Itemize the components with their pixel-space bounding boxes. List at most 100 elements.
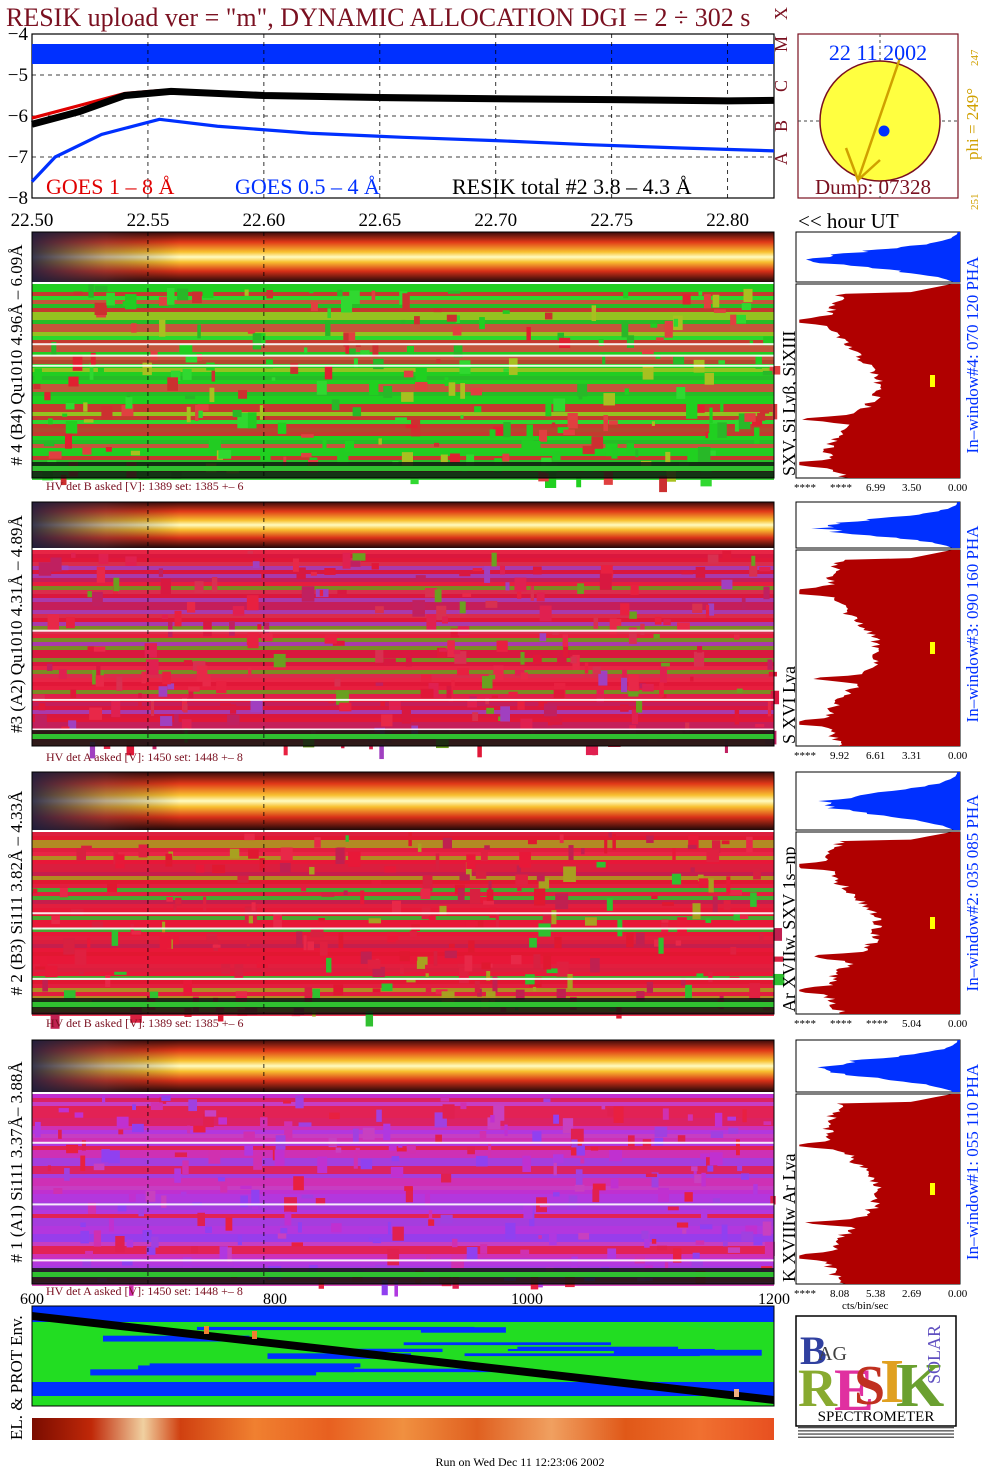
spectrum-marker [930, 375, 935, 387]
spectrogram-pixel [685, 984, 692, 1001]
spectrogram-pixel [636, 991, 645, 1001]
spectrogram-row [32, 404, 774, 408]
spectrogram-pixel [699, 1224, 713, 1230]
spectrogram-pixel [592, 1189, 600, 1203]
spectrogram-pixel [696, 973, 704, 980]
spectrogram-pixel [729, 889, 743, 896]
panel-window-label: In–window#1: 055 110 PHA [963, 1063, 982, 1260]
spectrogram-row [32, 408, 774, 412]
spectrogram-pixel [425, 985, 432, 996]
spectrogram-row [32, 626, 774, 630]
spectrogram-pixel [472, 712, 479, 722]
spectrogram-pixel [533, 954, 541, 969]
spectrogram-pixel [434, 589, 442, 603]
spectrogram-pixel [174, 714, 179, 723]
spectrogram-pixel [248, 915, 253, 924]
spectrogram-row [32, 1246, 774, 1250]
spectrogram-pixel [422, 875, 433, 892]
goes-class-a: A [771, 152, 791, 165]
spectrogram-pixel [692, 603, 703, 614]
spectrogram-pixel [459, 360, 471, 374]
spectrogram-row [32, 848, 774, 852]
spectrogram-pixel [556, 961, 569, 977]
spectrogram-pixel [159, 932, 172, 949]
spectrogram-pixel [538, 923, 551, 937]
spectrogram-pixel [659, 682, 664, 698]
spectrogram-pixel [542, 914, 554, 925]
spectrogram-row [32, 988, 774, 992]
spectrogram-pixel [283, 456, 287, 467]
spectrogram-pixel [316, 380, 327, 395]
spectrogram-pixel [474, 980, 480, 993]
spectrogram-pixel [539, 605, 552, 622]
spectrogram-pixel [391, 900, 402, 913]
env-marker-2 [252, 1331, 257, 1339]
spectrogram-pixel [82, 1258, 92, 1271]
spectrogram-row [32, 948, 774, 952]
spectrogram-pixel [253, 1155, 263, 1170]
spectrogram-pixel [121, 405, 134, 417]
spectrogram-pixel [303, 935, 307, 951]
spectrogram-row [32, 670, 774, 674]
spectrogram-pixel [93, 1163, 105, 1171]
spectrogram-pixel [130, 450, 141, 456]
spectrogram-pixel [711, 840, 721, 854]
resik-logo: B AG R E S I K SOLAR SPECTROMETER [795, 1315, 957, 1438]
spectrogram-pixel [78, 970, 84, 975]
env-marker-1 [204, 1326, 209, 1334]
spectrogram-pixel [690, 676, 694, 682]
spectrum-tick-label: **** [794, 750, 816, 762]
pha-histogram [811, 502, 960, 548]
spectrogram-pixel [741, 1231, 754, 1242]
spectrogram-pixel [174, 1168, 181, 1183]
x-axis-label: << hour UT [798, 209, 899, 233]
spectrogram-pixel [628, 627, 637, 644]
spectrogram-pixel [352, 1128, 359, 1142]
detector-panel-1: # 1 (A1) Si111 3.37Å– 3.88Å K XVIIIw Ar L… [7, 1039, 982, 1312]
spectrogram-pixel [345, 440, 355, 453]
spectrogram-pixel [72, 354, 83, 371]
spectrogram-pixel [319, 941, 328, 956]
spectrogram-pixel [80, 1230, 90, 1244]
spectrogram-row [32, 1190, 774, 1194]
spectrogram-pixel [527, 838, 537, 845]
panel-frame [31, 501, 775, 747]
spectrogram-pixel [556, 988, 566, 999]
env-stripe [90, 1369, 317, 1376]
spectrogram-pixel [260, 450, 271, 461]
spectrogram-pixel [709, 407, 713, 424]
spectrogram-pixel [388, 1145, 397, 1151]
spectrogram-pixel [395, 417, 407, 424]
spectrogram-pixel [412, 600, 425, 617]
spectrogram-pixel [457, 963, 465, 967]
spectrogram-pixel [92, 591, 103, 607]
spectrum-marker [930, 917, 935, 929]
spectrogram-pixel [212, 944, 221, 948]
spectrogram-pixel [651, 1238, 657, 1244]
spectrogram-pixel [170, 370, 181, 381]
spectrogram-pixel [555, 893, 569, 910]
spectrogram-pixel [403, 370, 414, 378]
spectrogram-pixel [598, 670, 608, 686]
spectrogram-pixel [160, 578, 171, 595]
spectrogram-pixel [538, 429, 548, 442]
spectrogram-pixel [459, 874, 470, 881]
spectrogram-pixel [773, 928, 783, 941]
spectrogram-pixel [283, 745, 288, 756]
spectrogram-pixel [664, 320, 673, 338]
spectrogram-pixel [763, 336, 775, 346]
spectrogram-row [32, 662, 774, 666]
spectrogram-pixel [47, 614, 60, 631]
spectrogram-pixel [677, 917, 687, 933]
logo-i: I [880, 1348, 904, 1416]
spectrogram-pixel [453, 649, 461, 655]
spectrogram-pixel [454, 651, 467, 664]
spectrogram-pixel [646, 981, 653, 993]
spectrogram-pixel [733, 634, 740, 640]
spectrogram-pixel [159, 296, 169, 306]
spectrogram-pixel [141, 671, 146, 684]
spectrogram-pixel [381, 983, 393, 992]
spectrogram-row [32, 634, 774, 638]
sun-date: 22 11 2002 [829, 40, 927, 65]
spectrogram-pixel [167, 683, 175, 690]
